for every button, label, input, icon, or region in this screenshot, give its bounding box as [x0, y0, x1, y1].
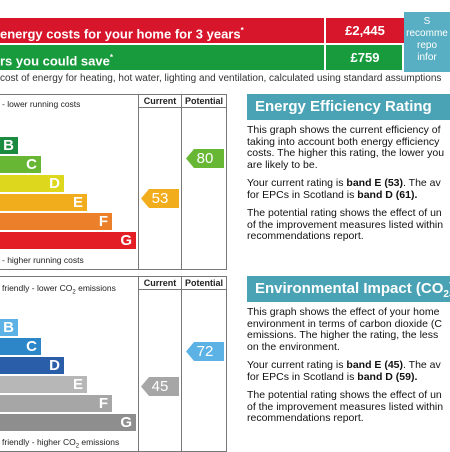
eer-paragraph-1: This graph shows the current efficiency …: [247, 125, 445, 171]
band-c: C: [0, 156, 41, 173]
energy-efficiency-title: Energy Efficiency Rating: [247, 94, 450, 120]
chart-top-text: - lower running costs: [2, 99, 81, 109]
chart-col-divider-1: [138, 95, 139, 269]
current-header: Current: [143, 278, 177, 288]
energy-efficiency-text: This graph shows the current efficiency …: [247, 125, 450, 270]
cost-row-3-years: energy costs for your home for 3 years* …: [0, 18, 404, 43]
environmental-impact-text: This graph shows the effect of your home…: [247, 307, 450, 450]
band-d: D: [0, 175, 64, 192]
current-rating-arrow: 45: [141, 377, 179, 396]
band-g: G: [0, 232, 136, 249]
chart-top-text: friendly - lower CO2 emissions: [2, 283, 116, 296]
chart-col-divider-1: [138, 277, 139, 451]
band-f: F: [0, 213, 112, 230]
cost-label: energy costs for your home for 3 years*: [0, 18, 322, 43]
chart-header-line: [138, 289, 226, 290]
chart-col-divider-2: [181, 95, 182, 269]
band-e: E: [0, 194, 87, 211]
energy-efficiency-chart: Current Potential - lower running costs …: [0, 94, 227, 270]
band-f: F: [0, 395, 112, 412]
band-g: G: [0, 414, 136, 431]
potential-rating-arrow: 72: [186, 342, 224, 361]
chart-bottom-text: - higher running costs: [2, 255, 84, 265]
environmental-impact-chart: Current Potential friendly - lower CO2 e…: [0, 276, 227, 452]
cost-divider: [0, 43, 402, 45]
band-e: E: [0, 376, 87, 393]
potential-header: Potential: [184, 278, 223, 288]
chart-bottom-text: friendly - higher CO2 emissions: [2, 437, 120, 450]
eir-paragraph-3: The potential rating shows the effect of…: [247, 389, 444, 424]
band-d: D: [0, 357, 64, 374]
eir-paragraph-1: This graph shows the effect of your home…: [247, 307, 442, 353]
band-b: B: [0, 137, 18, 154]
environmental-impact-title: Environmental Impact (CO2): [247, 276, 450, 302]
band-b: B: [0, 319, 18, 336]
eir-paragraph-2: Your current rating is band E (45). The …: [247, 359, 441, 383]
chart-col-divider-2: [181, 277, 182, 451]
cost-value: £2,445: [324, 18, 404, 43]
chart-header-line: [138, 107, 226, 108]
cost-row-savings: rs you could save* £759: [0, 45, 402, 70]
current-rating-arrow: 53: [141, 189, 179, 208]
eer-paragraph-2: Your current rating is band E (53). The …: [247, 177, 441, 201]
potential-rating-arrow: 80: [186, 149, 224, 168]
cost-note: cost of energy for heating, hot water, l…: [0, 73, 442, 84]
band-c: C: [0, 338, 41, 355]
potential-header: Potential: [184, 96, 223, 106]
recommendations-side-box[interactable]: S recomme repo infor: [404, 12, 450, 72]
current-header: Current: [143, 96, 177, 106]
eer-paragraph-3: The potential rating shows the effect of…: [247, 207, 444, 242]
savings-label: rs you could save*: [0, 53, 113, 69]
savings-value: £759: [324, 45, 404, 70]
